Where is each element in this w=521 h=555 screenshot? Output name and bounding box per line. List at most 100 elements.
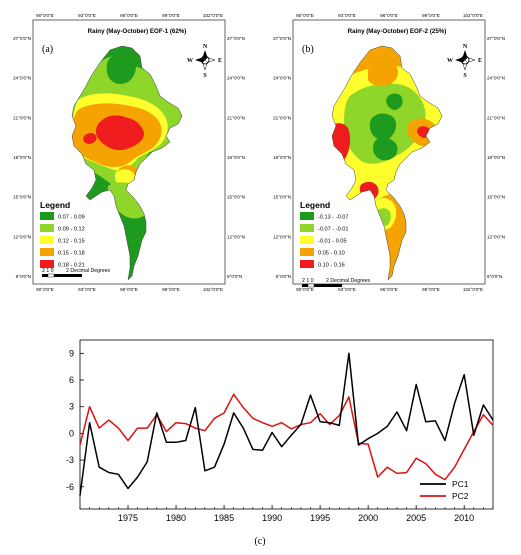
lat-label: 27°0'0"N (227, 36, 245, 41)
compass-ring (200, 55, 210, 65)
lat-labels-left-a: 27°0'0"N 24°0'0"N 21°0'0"N 18°0'0"N 15°0'0"N… (13, 36, 31, 279)
lon-label: 96°0'0"E (380, 13, 398, 18)
legend-label: 0.07 - 0.09 (58, 215, 85, 221)
lat-label: 24°0'0"N (487, 76, 505, 81)
compass-n: N (203, 44, 208, 50)
lat-label: 9°0'0"N (16, 274, 31, 279)
lat-label: 24°0'0"N (227, 76, 245, 81)
lat-label: 9°0'0"N (276, 274, 291, 279)
legend-swatch (300, 236, 314, 244)
legend-swatch (40, 224, 54, 232)
lat-label: 9°0'0"N (227, 274, 242, 279)
lon-labels-bottom-a: 90°0'0"E 93°0'0"E 96°0'0"E 99°0'0"E 102°0'0"… (36, 287, 223, 292)
lat-label: 15°0'0"N (273, 195, 291, 200)
lat-label: 21°0'0"N (273, 115, 291, 120)
compass-needle-w (195, 57, 205, 63)
map-title-a: Rainy (May-October) EOF-1 (62%) (88, 28, 187, 35)
scale-seg-2 (307, 283, 315, 288)
lon-label: 99°0'0"E (162, 287, 180, 292)
legend-label-pc1: PC1 (452, 479, 469, 489)
legend-label: -0.07 - -0.01 (318, 227, 348, 233)
lat-label: 18°0'0"N (487, 155, 505, 160)
scale-seg-2 (47, 273, 55, 278)
compass-w: W (187, 58, 193, 64)
lat-label: 18°0'0"N (273, 155, 291, 160)
zone-0.10-0.16-west (332, 123, 351, 165)
zone-0.18-0.21-west (83, 133, 97, 144)
lat-label: 15°0'0"N (227, 195, 245, 200)
compass-e: E (478, 58, 482, 64)
scale-seg-3 (54, 274, 60, 277)
lat-label: 15°0'0"N (487, 195, 505, 200)
lon-labels-top-b: 90°0'0"E 93°0'0"E 96°0'0"E 99°0'0"E 102°0'0"… (296, 13, 483, 18)
legend-b: Legend -0.13 - -0.07 -0.07 - -0.01 -0.01 -… (300, 200, 348, 269)
lon-label: 90°0'0"E (36, 13, 54, 18)
caption-c: (c) (254, 536, 265, 547)
scale-seg-1 (42, 274, 48, 277)
legend-label: 0.05 - 0.10 (318, 251, 345, 257)
legend-label-pc2: PC2 (452, 491, 469, 501)
legend-swatch (300, 224, 314, 232)
compass-needle-w (455, 57, 465, 63)
pc-time-series-chart: 9 6 3 0 -3 -6 1975 1980 1985 1990 1995 2000 2005 201… (66, 339, 494, 523)
lon-label: 93°0'0"E (338, 287, 356, 292)
zone-neg0.13-neg0.07-b (386, 93, 403, 110)
compass-n: N (463, 44, 468, 50)
scale-seg-4 (320, 284, 342, 287)
zone-neg0.13-neg0.07 (369, 113, 397, 141)
legend-a: Legend 0.07 - 0.09 0.09 - 0.12 0.12 - 0.15… (40, 200, 85, 269)
lat-label: 12°0'0"N (13, 234, 31, 239)
x-tick-label: 1995 (310, 513, 330, 523)
legend-title-b: Legend (300, 200, 330, 210)
lon-labels-top-a: 90°0'0"E 93°0'0"E 96°0'0"E 99°0'0"E 102°0'0"… (36, 13, 223, 18)
y-tick-label: -6 (66, 482, 74, 492)
scale-seg-3 (314, 284, 320, 287)
compass-needle-n (202, 50, 208, 60)
scale-bar-a: 2 1 0 2 Decimal Degrees (42, 268, 111, 278)
lat-label: 21°0'0"N (227, 115, 245, 120)
lat-label: 12°0'0"N (487, 234, 505, 239)
x-tick-label: 2000 (358, 513, 378, 523)
map-title-b: Rainy (May-October) EOF-2 (25%) (348, 28, 447, 35)
compass-s: S (203, 73, 207, 79)
scale-seg-1 (302, 284, 308, 287)
zone-0.12-0.15-south (115, 169, 135, 186)
x-tick-label: 1990 (262, 513, 282, 523)
compass-needle-n (462, 50, 468, 60)
lat-label: 27°0'0"N (487, 36, 505, 41)
north-arrow-b: N S E W (447, 44, 482, 79)
lat-label: 12°0'0"N (227, 234, 245, 239)
legend-swatch (40, 236, 54, 244)
lon-label: 99°0'0"E (162, 13, 180, 18)
lat-label: 18°0'0"N (227, 155, 245, 160)
legend-label: 0.15 - 0.18 (58, 251, 85, 257)
scale-bar-b: 2 1 0 2 Decimal Degrees (302, 278, 371, 288)
lon-label: 99°0'0"E (422, 13, 440, 18)
legend-label: 0.18 - 0.21 (58, 263, 85, 269)
north-arrow-a: N S E W (187, 44, 222, 79)
panel-letter-b: (b) (302, 44, 314, 55)
lat-labels-right-a: 27°0'0"N 24°0'0"N 21°0'0"N 18°0'0"N 15°0'0"N… (227, 36, 245, 279)
lon-label: 102°0'0"E (463, 287, 483, 292)
x-tick-label: 2010 (454, 513, 474, 523)
compass-w: W (447, 58, 453, 64)
legend-label: 0.12 - 0.15 (58, 239, 85, 245)
legend-title-a: Legend (40, 200, 70, 210)
scale-unit-b: 2 Decimal Degrees (326, 278, 371, 284)
lon-label: 93°0'0"E (338, 13, 356, 18)
y-tick-label: -3 (66, 455, 74, 465)
x-axis: 1975 1980 1985 1990 1995 2000 2005 2010 (79, 505, 494, 523)
lat-label: 15°0'0"N (13, 195, 31, 200)
scale-seg-4 (60, 274, 82, 277)
lat-label: 9°0'0"N (487, 274, 502, 279)
legend-swatch (40, 212, 54, 220)
scale-unit-a: 2 Decimal Degrees (66, 268, 111, 274)
lat-labels-right-b: 27°0'0"N 24°0'0"N 21°0'0"N 18°0'0"N 15°0'0"N… (487, 36, 505, 279)
lat-label: 18°0'0"N (13, 155, 31, 160)
lon-label: 102°0'0"E (203, 287, 223, 292)
map-panel-a: 90°0'0"E 93°0'0"E 96°0'0"E 99°0'0"E 102°0'0"… (13, 13, 245, 292)
country-border-b (331, 45, 443, 281)
zone-0.07-0.09-north (106, 53, 136, 84)
